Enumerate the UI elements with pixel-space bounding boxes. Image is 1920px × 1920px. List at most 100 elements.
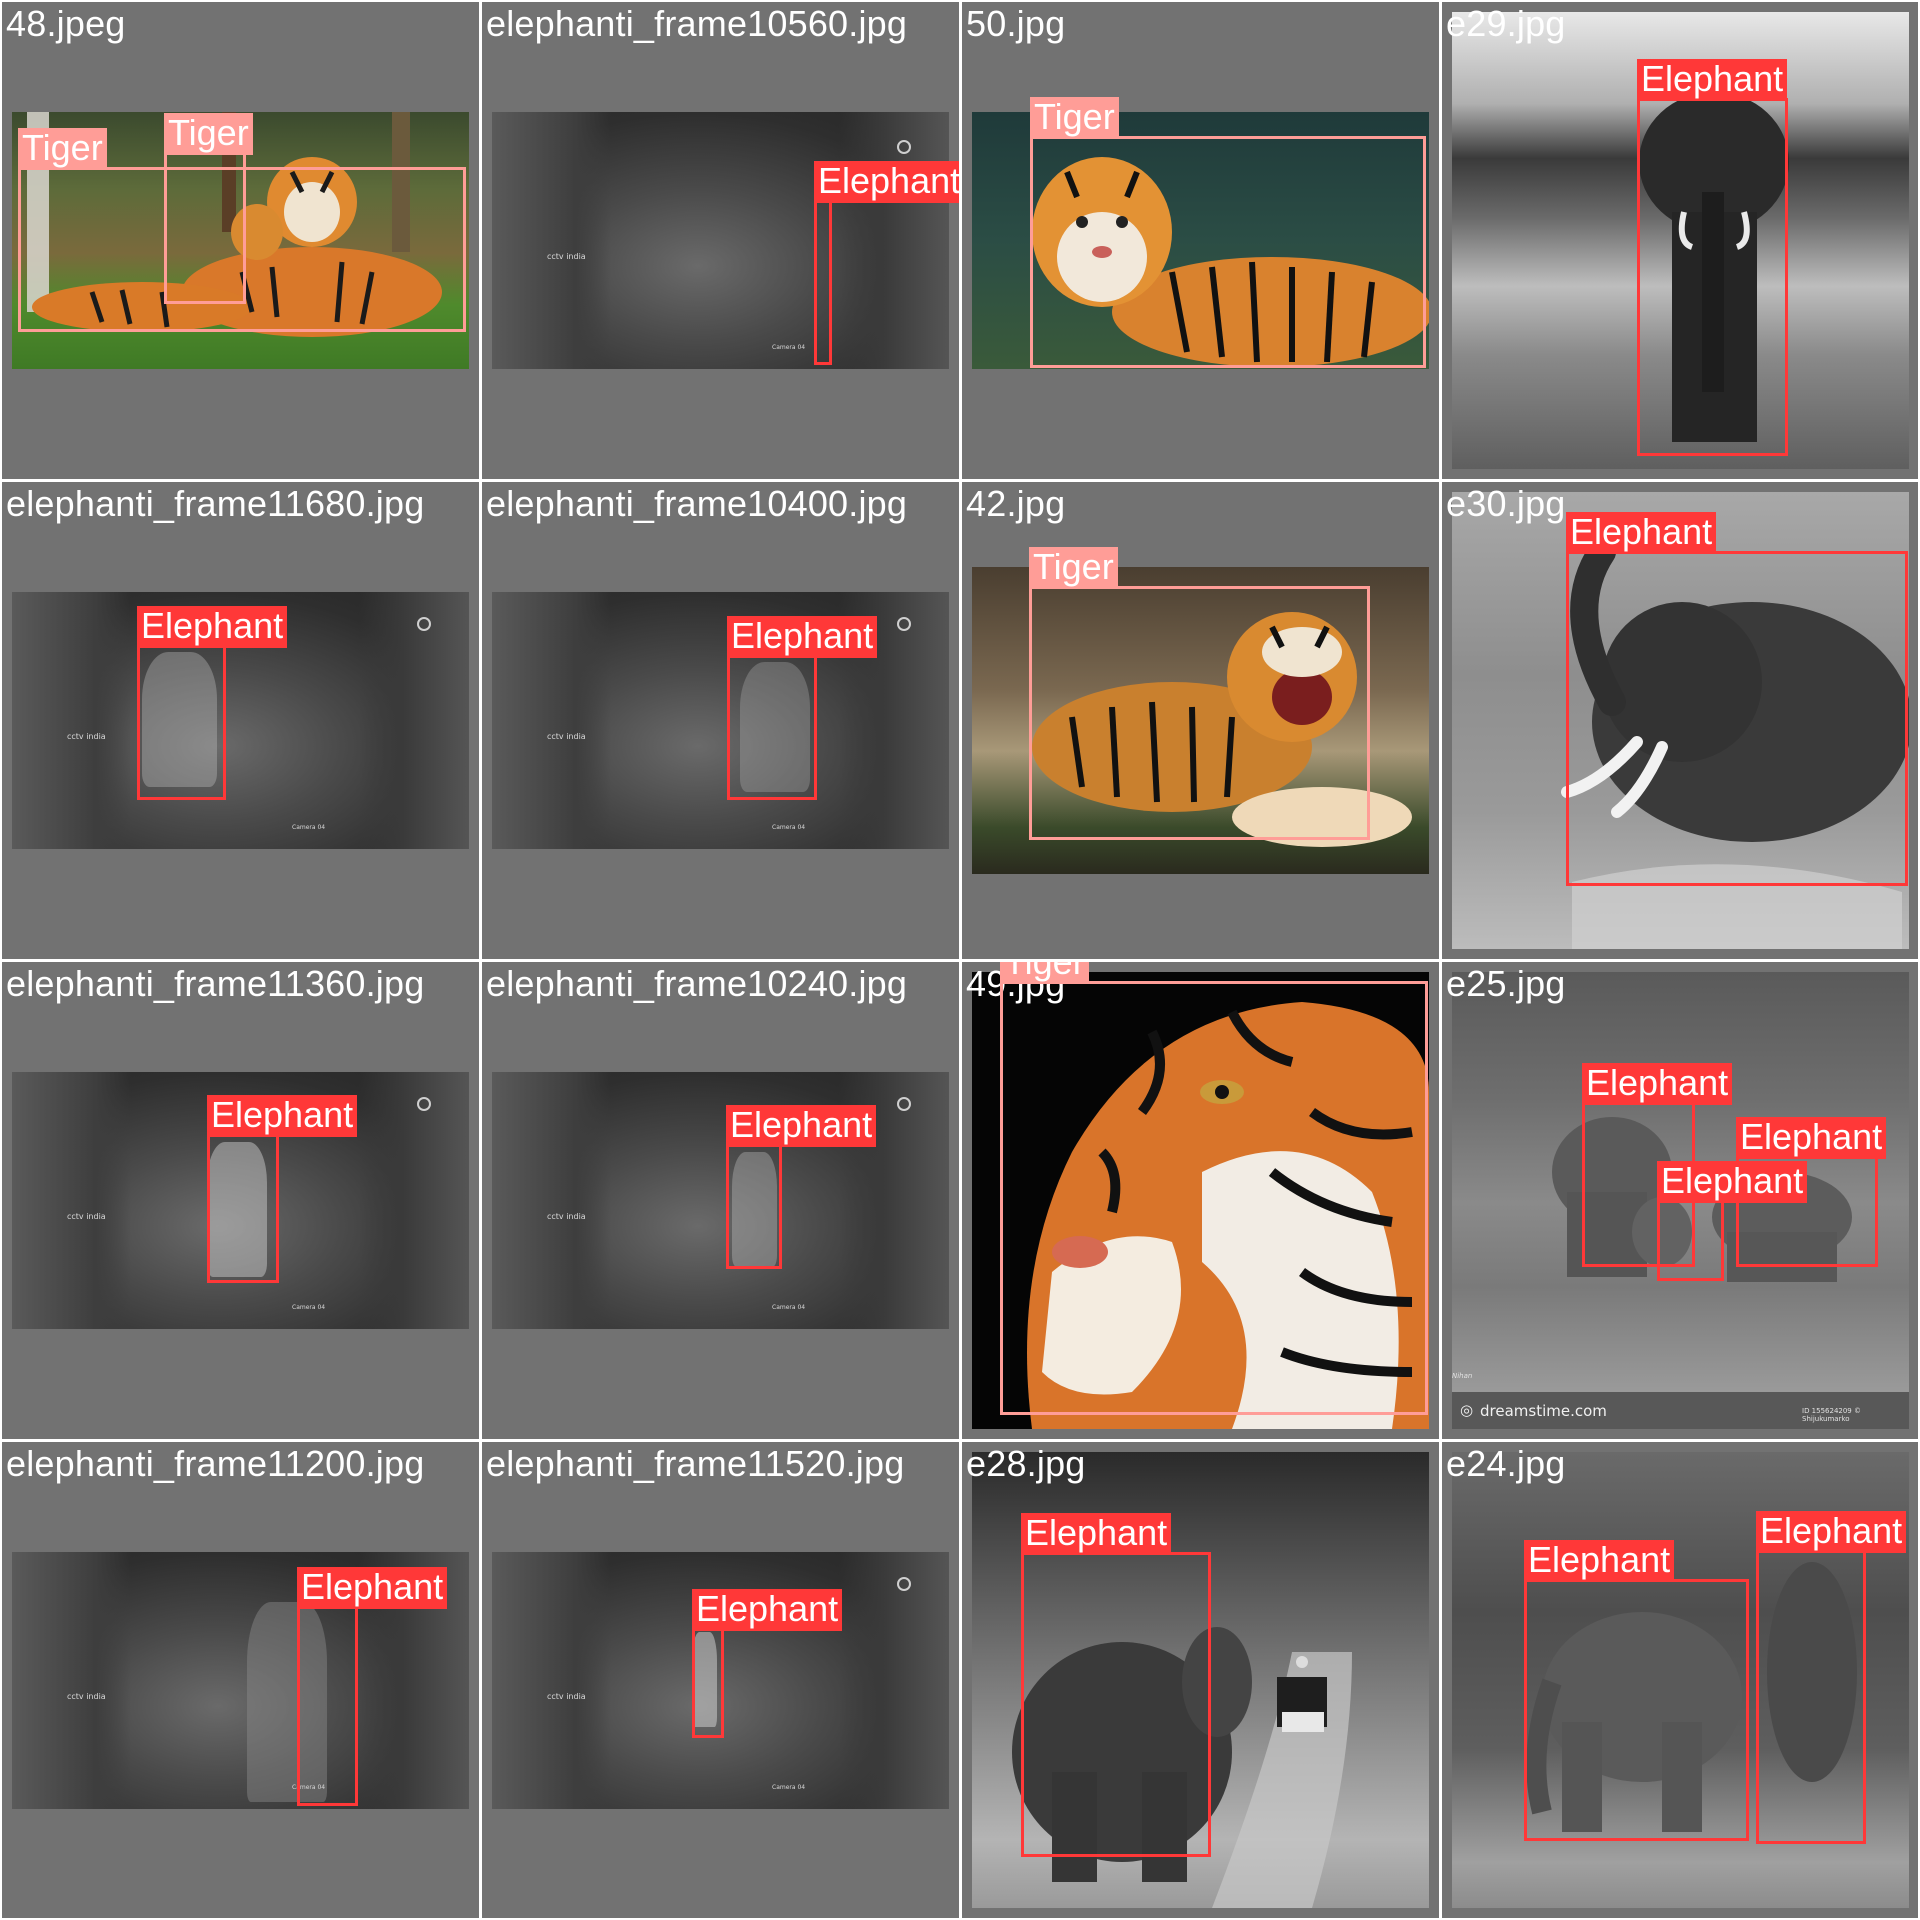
cctv-camera-label: Camera 04 xyxy=(772,1784,806,1791)
detection-label: Elephant xyxy=(726,1105,877,1147)
detection-label: Elephant xyxy=(1736,1117,1887,1159)
detection-box-elephant: Elephant xyxy=(1736,1117,1887,1267)
cell-filename: elephanti_frame11200.jpg xyxy=(6,1443,425,1484)
cctv-camera-label: Camera 04 xyxy=(292,1304,326,1311)
detection-box-elephant: Elephant xyxy=(1582,1063,1733,1267)
detection-label: Elephant xyxy=(1021,1513,1172,1555)
detection-box-elephant: Elephant xyxy=(207,1095,358,1283)
cctv-camera-label: Camera 04 xyxy=(292,1784,326,1791)
detection-box-elephant: Elephant xyxy=(297,1567,448,1806)
detection-box-elephant: Elephant xyxy=(137,606,288,800)
grid-cell: 50.jpg Tiger xyxy=(962,2,1439,479)
elephant-silhouette xyxy=(692,1632,717,1727)
grid-cell: cctv india Camera 04 elephanti_frame1168… xyxy=(2,482,479,959)
grid-cell: e24.jpg Elephant Elephant xyxy=(1442,1442,1918,1918)
detection-label: Tiger xyxy=(164,113,253,155)
grid-cell: cctv india Camera 04 elephanti_frame1024… xyxy=(482,962,959,1439)
detection-box-elephant: Elephant xyxy=(726,1105,877,1269)
cctv-watermark: cctv india xyxy=(547,732,586,741)
photo-cctv-frame: cctv india Camera 04 xyxy=(492,1552,949,1809)
cell-filename: elephanti_frame11520.jpg xyxy=(486,1443,905,1484)
photo-tiger-lying xyxy=(972,112,1429,369)
grid-cell: 48.jpeg Tiger Tiger xyxy=(2,2,479,479)
elephant-bathing-illustration xyxy=(1561,538,1909,949)
detection-box-elephant: Elephant xyxy=(1657,1161,1808,1281)
tiger-lying-illustration xyxy=(1032,157,1429,367)
cctv-camera-label: Camera 04 xyxy=(772,344,806,351)
detection-box-elephant: Elephant xyxy=(1021,1513,1211,1857)
detection-label: Elephant xyxy=(814,161,959,203)
elephant-silhouette xyxy=(247,1602,327,1802)
camera-dial-icon xyxy=(417,1097,431,1111)
tiger-roaring-illustration xyxy=(1032,612,1412,847)
detection-label: Elephant xyxy=(1657,1161,1808,1203)
camera-dial-icon xyxy=(897,1577,911,1591)
cell-filename: elephanti_frame10240.jpg xyxy=(486,963,908,1004)
detection-label: Elephant xyxy=(137,606,288,648)
detection-box-tiger: Tiger xyxy=(1000,962,1428,1415)
photo-cctv-frame: cctv india Camera 04 xyxy=(492,112,949,369)
elephant-silhouette xyxy=(142,652,217,787)
cell-filename: elephanti_frame11680.jpg xyxy=(6,483,425,524)
tiger-face-illustration xyxy=(1027,1002,1429,1429)
detection-box-elephant: Elephant xyxy=(1524,1540,1749,1841)
detection-label: Tiger xyxy=(1000,962,1089,984)
photo-tiger-roaring xyxy=(972,567,1429,874)
cell-filename: e24.jpg xyxy=(1446,1443,1566,1484)
detection-box-tiger: Tiger xyxy=(1030,97,1426,368)
cctv-watermark: cctv india xyxy=(67,1692,106,1701)
cell-filename: elephanti_frame11360.jpg xyxy=(6,963,425,1004)
cell-filename: elephanti_frame10560.jpg xyxy=(486,3,908,44)
grid-cell: cctv india Camera 04 elephanti_frame1040… xyxy=(482,482,959,959)
cctv-camera-label: Camera 04 xyxy=(292,824,326,831)
detection-label: Elephant xyxy=(297,1567,448,1609)
elephant-silhouette xyxy=(207,1142,267,1277)
grid-cell: e28.jpg Elephant xyxy=(962,1442,1439,1918)
cctv-camera-label: Camera 04 xyxy=(772,1304,806,1311)
grid-cell: cctv india Camera 04 elephanti_frame1152… xyxy=(482,1442,959,1918)
cell-filename: e29.jpg xyxy=(1446,3,1566,44)
detection-label: Elephant xyxy=(207,1095,358,1137)
cctv-watermark: cctv india xyxy=(547,1692,586,1701)
detection-box-elephant: Elephant xyxy=(814,161,959,365)
grid-cell: 42.jpg Tiger xyxy=(962,482,1439,959)
detection-box-tiger: Tiger xyxy=(18,128,466,332)
detection-label: Elephant xyxy=(1524,1540,1675,1582)
detection-box-elephant: Elephant xyxy=(1637,59,1788,456)
dreamstime-logo-icon: ◎ xyxy=(1460,1401,1474,1419)
detection-box-elephant: Elephant xyxy=(692,1589,843,1738)
camera-dial-icon xyxy=(897,1097,911,1111)
watermark-strip: ◎ dreamstime.com ID 155624209 © Shijukum… xyxy=(1452,1392,1909,1429)
cell-filename: e28.jpg xyxy=(966,1443,1086,1484)
cell-filename: 42.jpg xyxy=(966,483,1066,524)
photo-elephant-bathing xyxy=(1452,492,1909,949)
cctv-watermark: cctv india xyxy=(67,1212,106,1221)
grid-cell: cctv india Camera 04 elephanti_frame1056… xyxy=(482,2,959,479)
detection-box-elephant: Elephant xyxy=(1566,512,1908,886)
photo-tiger-face xyxy=(972,972,1429,1429)
photo-cctv-frame: cctv india Camera 04 xyxy=(492,1072,949,1329)
elephant-standing-illustration xyxy=(1639,92,1789,442)
detection-label: Tiger xyxy=(1030,97,1119,139)
cctv-watermark: cctv india xyxy=(67,732,106,741)
detection-box-tiger: Tiger xyxy=(1029,547,1370,840)
cctv-camera-label: Camera 04 xyxy=(772,824,806,831)
detection-label: Elephant xyxy=(1566,512,1717,554)
detection-label: Elephant xyxy=(1756,1511,1907,1553)
detection-label: Tiger xyxy=(1029,547,1118,589)
cell-filename: 50.jpg xyxy=(966,3,1066,44)
detection-box-elephant: Elephant xyxy=(727,616,878,800)
elephant-herd-illustration xyxy=(1552,1117,1852,1282)
cell-filename: elephanti_frame10400.jpg xyxy=(486,483,908,524)
detection-label: Elephant xyxy=(1582,1063,1733,1105)
cell-filename: e25.jpg xyxy=(1446,963,1566,1004)
grid-cell: cctv india Camera 04 elephanti_frame1120… xyxy=(2,1442,479,1918)
elephant-pair-illustration xyxy=(1526,1562,1857,1832)
elephant-silhouette xyxy=(732,1152,777,1267)
detection-label: Elephant xyxy=(727,616,878,658)
detection-label: Tiger xyxy=(18,128,107,170)
photo-cctv-frame: cctv india Camera 04 xyxy=(492,592,949,849)
cctv-watermark: cctv india xyxy=(547,1212,586,1221)
camera-dial-icon xyxy=(417,617,431,631)
